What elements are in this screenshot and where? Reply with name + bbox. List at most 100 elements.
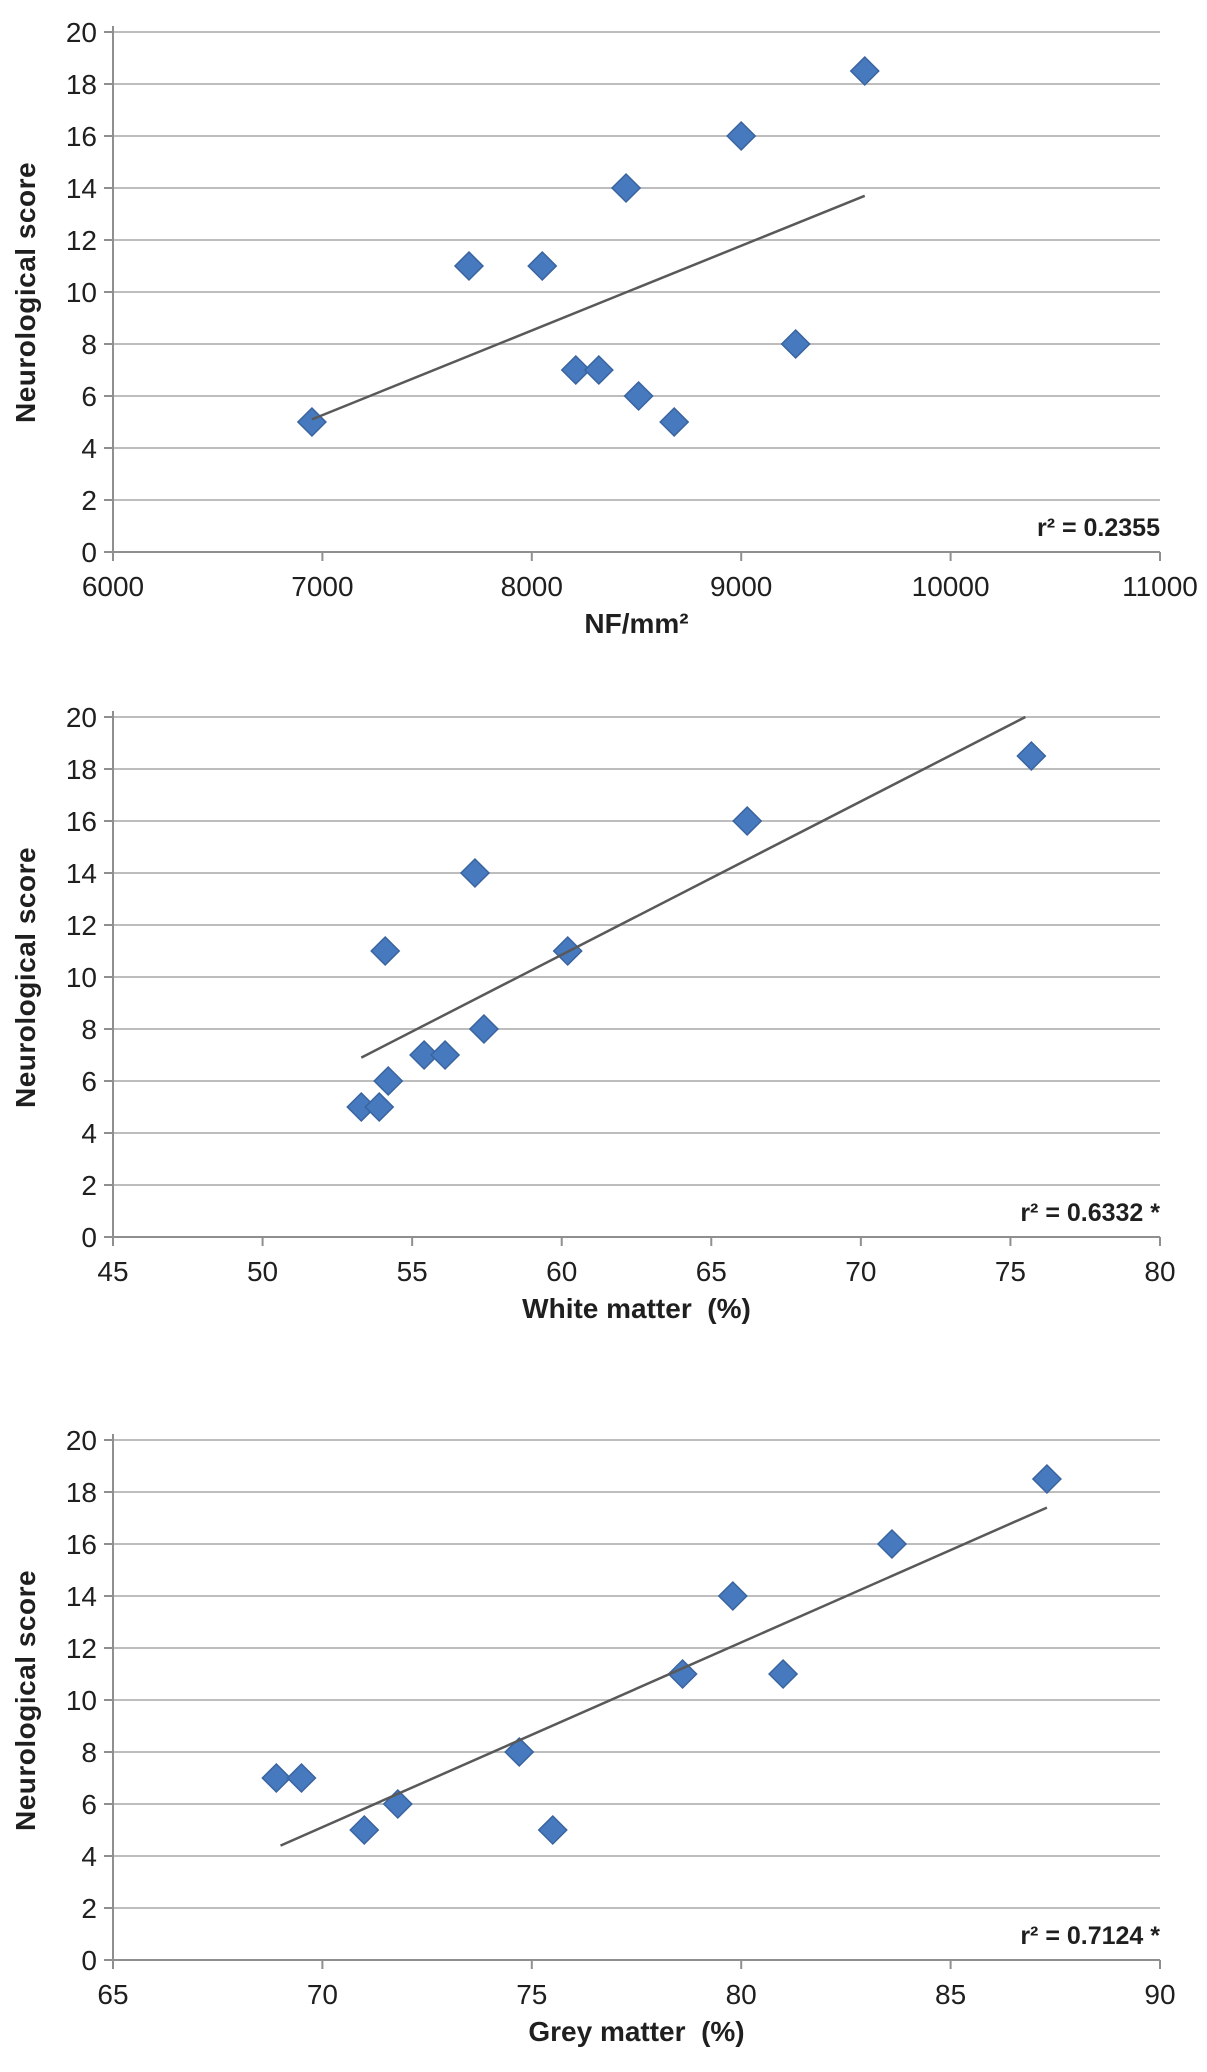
y-tick-label: 16 xyxy=(66,1529,97,1560)
y-tick-label: 20 xyxy=(66,1425,97,1456)
y-tick-label: 4 xyxy=(81,1118,97,1149)
plot-area-nf: 6000 7000 8000 9000 10000 11000 0 2 4 6 8 10 12 14 16 1… xyxy=(66,17,1198,602)
y-tick-label: 14 xyxy=(66,1581,97,1612)
data-point-marker xyxy=(876,1528,908,1560)
y-tick-label: 0 xyxy=(81,1945,97,1976)
x-tick-label: 45 xyxy=(97,1256,128,1287)
y-tick-label: 0 xyxy=(81,1222,97,1253)
y-tick-label: 8 xyxy=(81,1014,97,1045)
y-tick-label: 2 xyxy=(81,485,97,516)
data-point-marker xyxy=(560,354,591,386)
x-axis-title: Grey matter (%) xyxy=(528,2016,745,2047)
y-axis-title: Neurological score xyxy=(10,846,41,1108)
x-tick-label: 65 xyxy=(97,1979,128,2010)
y-tick-label: 0 xyxy=(81,537,97,568)
data-point-marker xyxy=(370,935,401,967)
data-point-marker xyxy=(780,328,811,360)
chart-nf-per-mm2: 6000 7000 8000 9000 10000 11000 0 2 4 6 8 10 12 14 16 1… xyxy=(0,0,1207,650)
x-tick-label: 90 xyxy=(1144,1979,1175,2010)
data-point-marker xyxy=(1031,1463,1062,1495)
y-tick-label: 20 xyxy=(66,17,97,48)
x-tick-label: 50 xyxy=(247,1256,278,1287)
data-point-marker xyxy=(453,250,485,282)
x-tick-label: 80 xyxy=(726,1979,757,2010)
y-axis-title: Neurological score xyxy=(10,161,41,423)
data-point-marker xyxy=(459,857,491,889)
data-point-marker xyxy=(1016,740,1047,772)
r-squared-label: r² = 0.7124 * xyxy=(1020,1922,1160,1950)
y-tick-label: 8 xyxy=(81,1737,97,1768)
y-tick-label: 18 xyxy=(66,1477,97,1508)
data-point-marker xyxy=(537,1814,568,1846)
y-tick-label: 14 xyxy=(66,173,97,204)
data-point-marker xyxy=(527,250,558,282)
x-tick-label: 65 xyxy=(696,1256,727,1287)
data-point-marker xyxy=(583,354,614,386)
r-squared-label: r² = 0.2355 xyxy=(1036,514,1160,542)
y-tick-label: 10 xyxy=(66,277,97,308)
data-point-marker xyxy=(623,380,654,412)
data-point-marker xyxy=(373,1065,404,1097)
x-tick-label: 75 xyxy=(516,1979,547,2010)
data-point-marker xyxy=(667,1658,698,1690)
y-tick-label: 18 xyxy=(66,754,97,785)
y-tick-label: 20 xyxy=(66,702,97,733)
data-point-marker xyxy=(261,1762,292,1794)
data-point-marker xyxy=(732,805,763,837)
data-point-marker xyxy=(409,1039,440,1071)
data-point-marker xyxy=(349,1814,380,1846)
x-tick-label: 75 xyxy=(995,1256,1026,1287)
y-axis-title: Neurological score xyxy=(10,1569,41,1831)
data-point-marker xyxy=(610,172,642,204)
y-tick-label: 10 xyxy=(66,1685,97,1716)
y-tick-label: 18 xyxy=(66,69,97,100)
y-tick-label: 4 xyxy=(81,1841,97,1872)
data-point-marker xyxy=(504,1736,535,1768)
y-tick-label: 8 xyxy=(81,329,97,360)
x-tick-label: 70 xyxy=(307,1979,338,2010)
plot-area-grey-matter: 65 70 75 80 85 90 0 2 4 6 8 10 12 14 16 18 20 xyxy=(66,1425,1176,2010)
x-tick-label: 80 xyxy=(1144,1256,1175,1287)
data-point-marker xyxy=(296,406,327,438)
data-point-marker xyxy=(726,120,757,152)
x-tick-label: 60 xyxy=(546,1256,577,1287)
data-point-marker xyxy=(717,1580,748,1612)
x-tick-label: 10000 xyxy=(912,571,990,602)
chart-white-matter: 45 50 55 60 65 70 75 80 0 2 4 6 8 10 12 14 16 18 20 Neurol… xyxy=(0,650,1207,1340)
y-tick-label: 10 xyxy=(66,962,97,993)
y-tick-label: 16 xyxy=(66,121,97,152)
y-tick-label: 4 xyxy=(81,433,97,464)
x-tick-label: 11000 xyxy=(1122,571,1198,602)
x-axis-title: White matter (%) xyxy=(522,1293,751,1324)
y-tick-label: 6 xyxy=(81,381,97,412)
x-axis-title: NF/mm² xyxy=(584,608,689,639)
data-point-marker xyxy=(768,1658,799,1690)
x-tick-label: 9000 xyxy=(710,571,772,602)
y-tick-label: 14 xyxy=(66,858,97,889)
x-tick-label: 85 xyxy=(935,1979,966,2010)
trendline xyxy=(280,1506,1048,1847)
y-tick-label: 2 xyxy=(81,1170,97,1201)
x-tick-label: 8000 xyxy=(501,571,563,602)
plot-area-white-matter: 45 50 55 60 65 70 75 80 0 2 4 6 8 10 12 14 16 18 20 xyxy=(66,702,1176,1287)
data-point-marker xyxy=(849,55,880,87)
y-tick-label: 12 xyxy=(66,225,97,256)
y-tick-label: 12 xyxy=(66,1633,97,1664)
trendline xyxy=(311,194,866,421)
data-point-marker xyxy=(364,1091,395,1123)
data-point-marker xyxy=(659,406,690,438)
y-tick-label: 12 xyxy=(66,910,97,941)
x-tick-label: 7000 xyxy=(291,571,353,602)
r-squared-label: r² = 0.6332 * xyxy=(1020,1199,1160,1227)
data-point-marker xyxy=(429,1039,461,1071)
data-point-marker xyxy=(468,1013,499,1045)
y-tick-label: 6 xyxy=(81,1789,97,1820)
x-tick-label: 55 xyxy=(397,1256,428,1287)
x-tick-label: 6000 xyxy=(82,571,144,602)
y-tick-label: 6 xyxy=(81,1066,97,1097)
chart-grey-matter: 65 70 75 80 85 90 0 2 4 6 8 10 12 14 16 18 20 Neurologic… xyxy=(0,1340,1207,2072)
x-tick-label: 70 xyxy=(845,1256,876,1287)
data-point-marker xyxy=(286,1762,317,1794)
trendline xyxy=(360,715,1026,1059)
